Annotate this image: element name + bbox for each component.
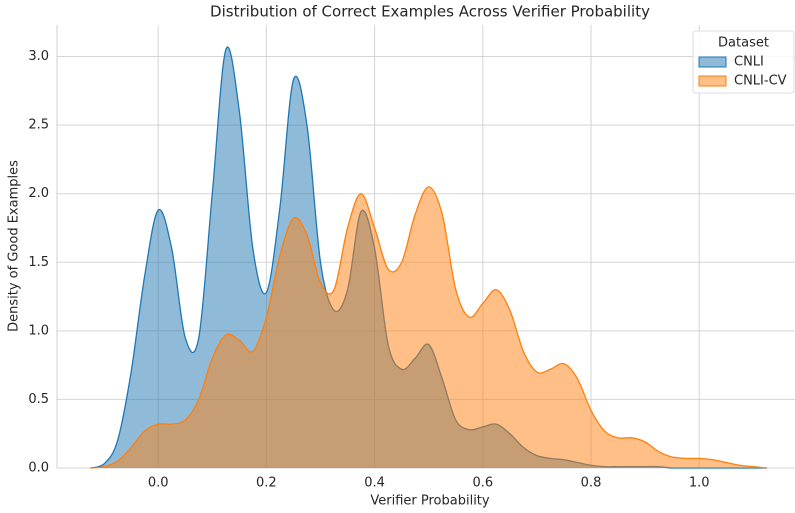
x-axis-label: Verifier Probability <box>370 494 490 509</box>
legend-swatch <box>698 56 727 68</box>
grid <box>56 25 795 469</box>
legend-label: CNLI-CV <box>734 74 787 89</box>
x-tick-label: 0.8 <box>581 476 602 491</box>
y-tick-label: 0.5 <box>28 392 49 407</box>
y-tick-label: 2.5 <box>28 118 49 133</box>
legend-label: CNLI <box>734 55 764 70</box>
x-tick-label: 0.6 <box>472 476 493 491</box>
y-tick-label: 1.0 <box>28 323 49 338</box>
x-tick-label: 0.4 <box>364 476 385 491</box>
x-tick-label: 1.0 <box>689 476 710 491</box>
chart-title: Distribution of Correct Examples Across … <box>210 3 650 21</box>
legend-title: Dataset <box>718 36 769 51</box>
x-tick-label: 0.0 <box>148 476 169 491</box>
y-tick-label: 0.0 <box>28 461 49 476</box>
y-tick-label: 1.5 <box>28 255 49 270</box>
y-tick-label: 3.0 <box>28 49 49 64</box>
y-tick-label: 2.0 <box>28 186 49 201</box>
area <box>90 186 767 469</box>
y-axis-label: Density of Good Examples <box>7 160 22 332</box>
legend-swatch <box>698 75 727 87</box>
density-line <box>90 186 767 469</box>
x-tick-label: 0.2 <box>256 476 277 491</box>
plot-area <box>90 46 767 469</box>
legend: Dataset CNLI CNLI-CV <box>692 30 795 94</box>
